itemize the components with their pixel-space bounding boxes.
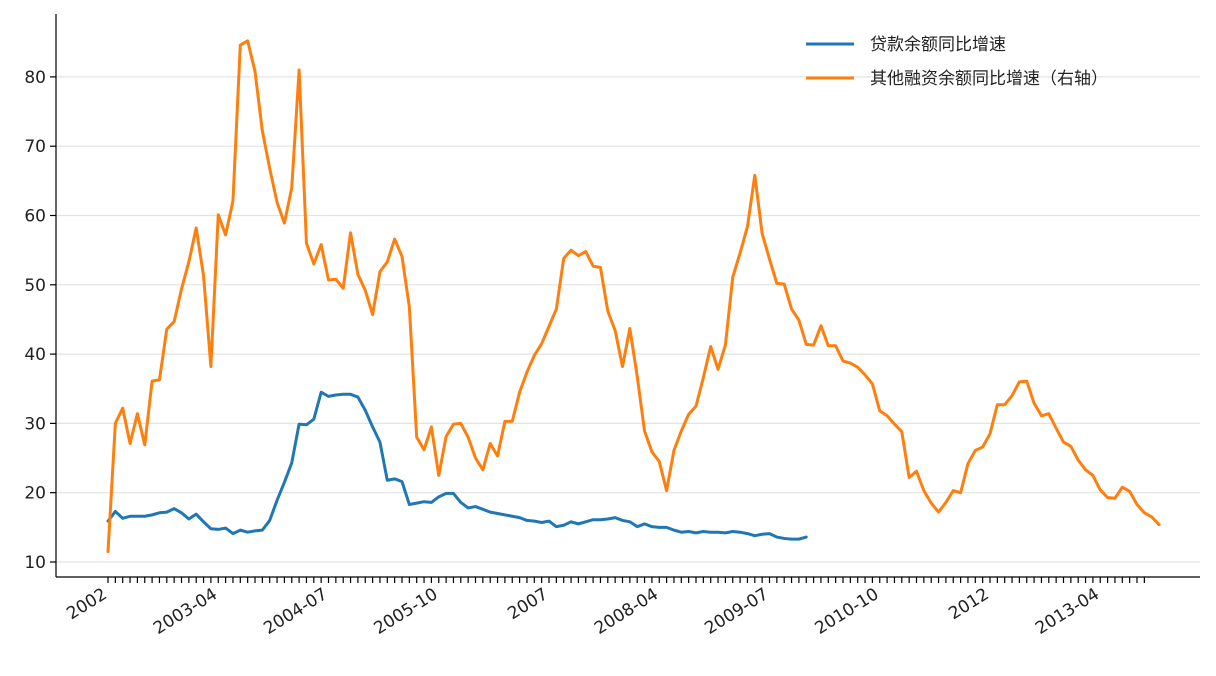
y-tick-label: 10 [24,553,46,573]
gridlines [56,76,1200,563]
x-tick-label: 2004-07 [260,584,331,639]
x-tick-label: 2010-10 [812,584,883,639]
x-tick-label: 2008-04 [591,584,662,639]
y-tick-label: 20 [24,484,46,504]
x-tick-label: 2003-04 [150,584,221,639]
series-line-2 [106,39,1161,554]
legend-label-1: 贷款余额同比增速 [870,35,1006,55]
y-tick-label: 60 [24,207,46,227]
x-tick-label: 2005-10 [371,584,442,639]
axes [55,14,1200,578]
x-tick-label: 2002 [63,584,110,624]
x-tick-label: 2012 [945,584,992,624]
y-tick-label: 40 [24,345,46,365]
y-tick-label: 30 [24,414,46,434]
legend-label-2: 其他融资余额同比增速（右轴） [870,69,1108,89]
y-tick-label: 50 [24,276,46,296]
series-line-1 [106,390,808,541]
series-lines [106,39,1161,554]
y-tick-label: 70 [24,137,46,157]
x-tick-label: 2009-07 [701,584,772,639]
y-tick-label: 80 [24,68,46,88]
x-axis-ticks: 2002 2003-04 2004-07 2005-10 2007 2008-04 2009… [63,577,1145,639]
y-axis-ticks: 10 20 30 40 50 60 70 80 [24,68,56,573]
x-tick-label: 2007 [504,584,551,624]
x-tick-label: 2013-04 [1032,584,1103,639]
